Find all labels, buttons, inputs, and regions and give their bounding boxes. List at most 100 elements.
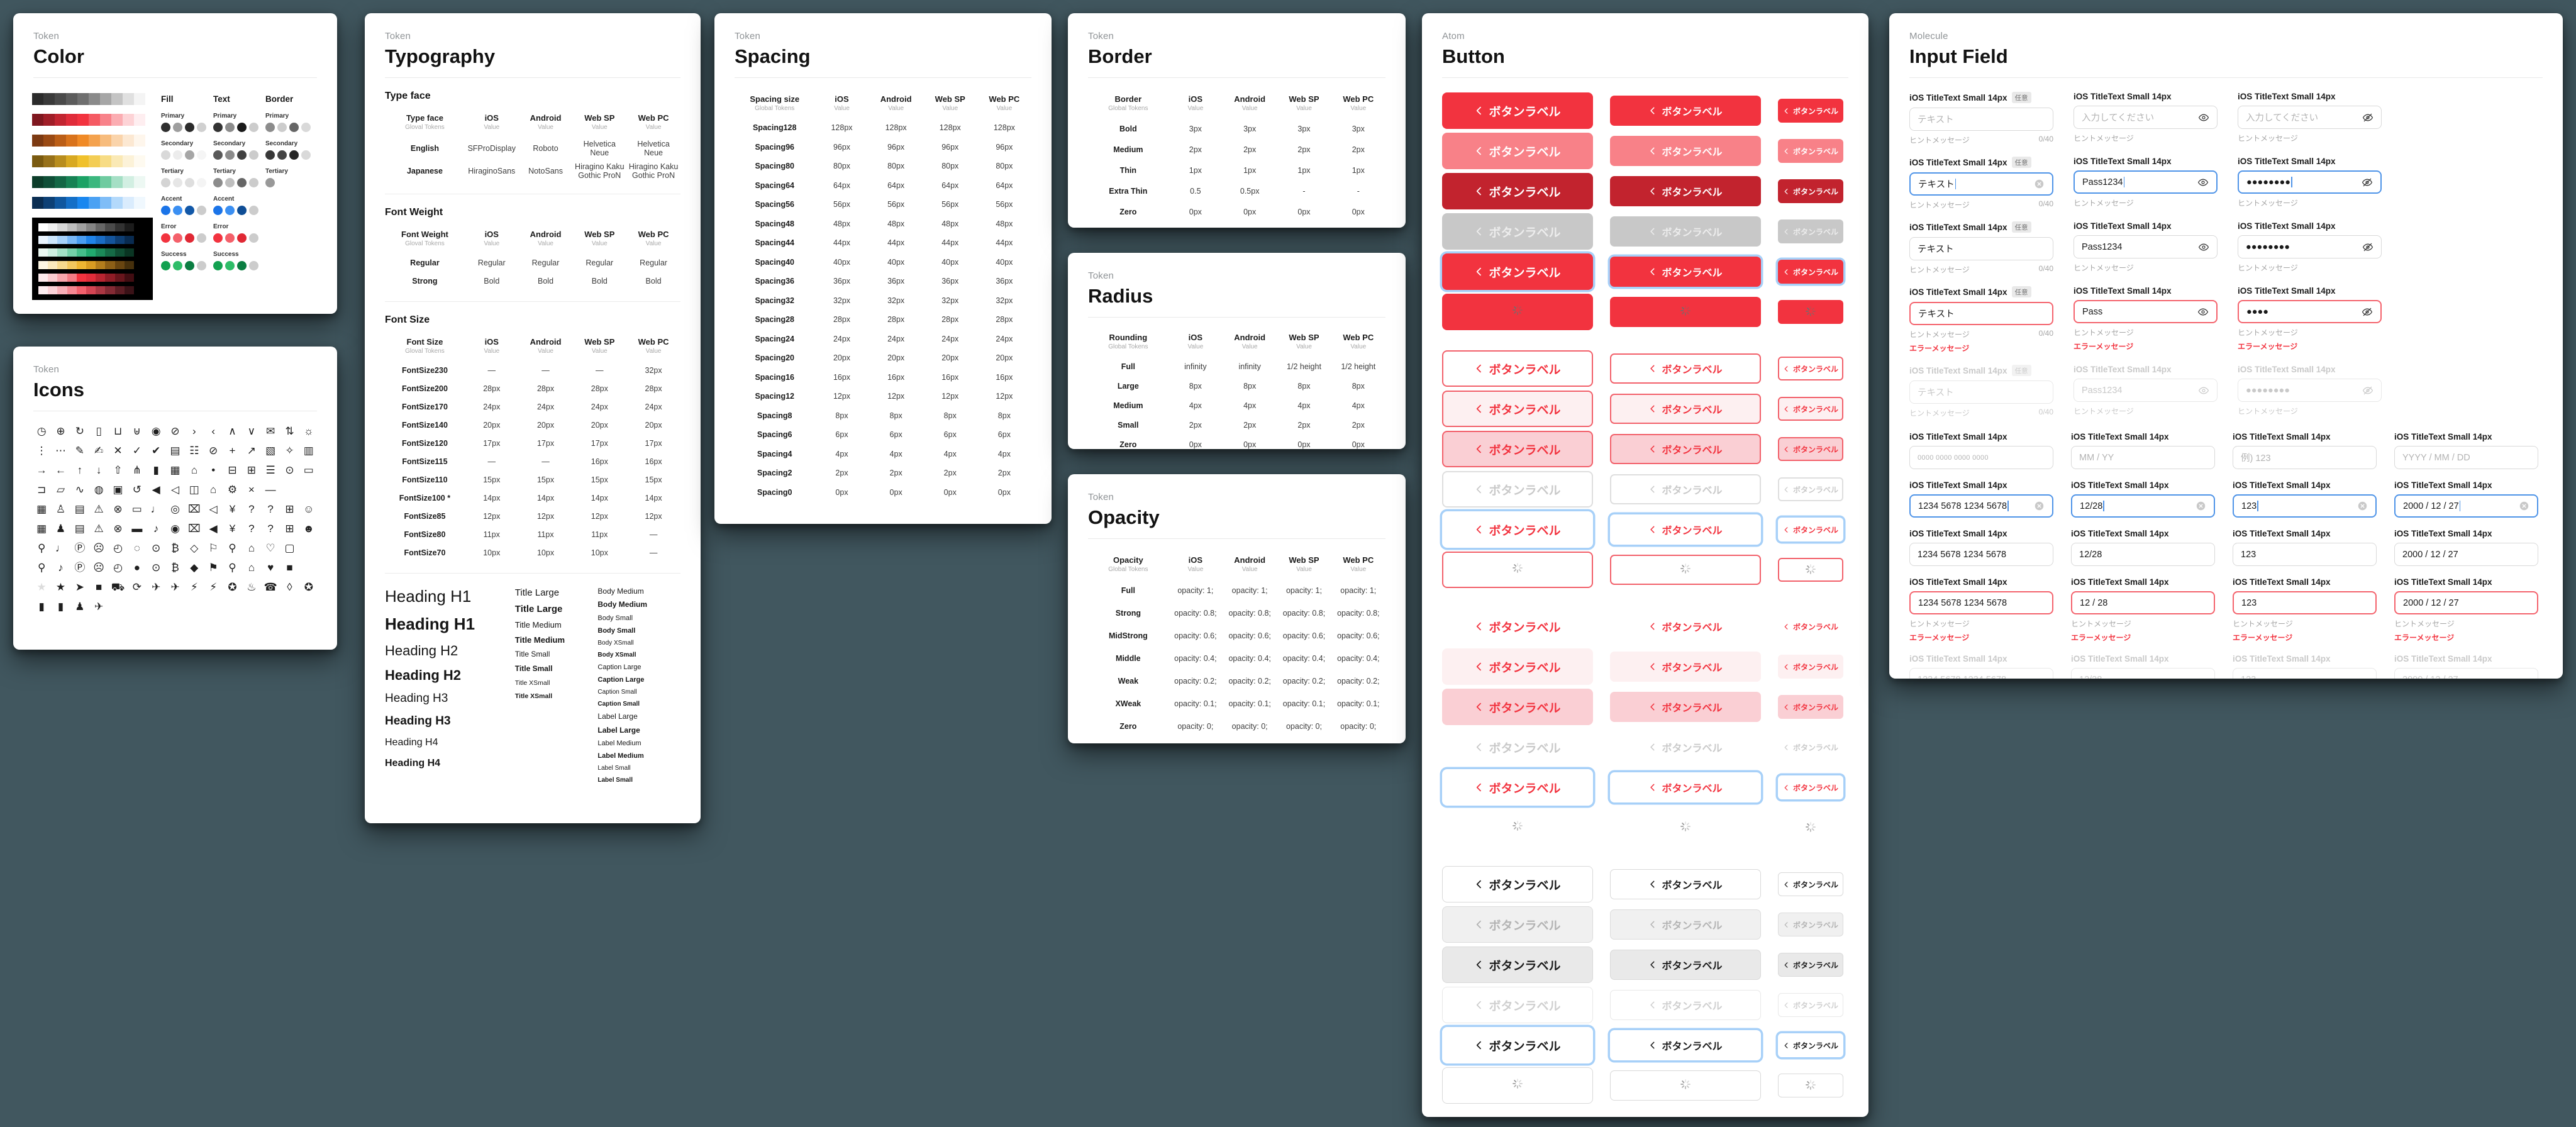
button-outline-disabled-large[interactable]: ボタンラベル <box>1442 471 1593 508</box>
eye-off-icon[interactable] <box>2362 242 2373 253</box>
button-primary-default-small[interactable]: ボタンラベル <box>1778 99 1843 123</box>
button-neutral-hover-small[interactable]: ボタンラベル <box>1778 913 1843 937</box>
button-primary-disabled-medium[interactable]: ボタンラベル <box>1610 216 1761 247</box>
button-ghost-disabled-medium[interactable]: ボタンラベル <box>1610 732 1761 762</box>
button-primary-disabled-large[interactable]: ボタンラベル <box>1442 213 1593 250</box>
input-field-password-hidden-disabled[interactable]: ●●●●●●●● <box>2238 379 2382 402</box>
input-field-password-hidden-default[interactable]: 入力してください <box>2238 106 2382 130</box>
input-field-date-error[interactable]: 2000 / 12 / 27 <box>2394 591 2538 615</box>
button-primary-focus-small[interactable]: ボタンラベル <box>1778 260 1843 284</box>
eye-off-icon[interactable] <box>2362 177 2373 188</box>
button-primary-loading-small[interactable] <box>1778 300 1843 325</box>
button-primary-loading-medium[interactable] <box>1610 297 1761 328</box>
input-field-date-disabled[interactable]: 2000 / 12 / 27 <box>2394 668 2538 679</box>
button-ghost-focus-medium[interactable]: ボタンラベル <box>1610 772 1761 803</box>
button-primary-pressed-small[interactable]: ボタンラベル <box>1778 179 1843 204</box>
button-ghost-focus-small[interactable]: ボタンラベル <box>1778 775 1843 800</box>
input-field-expiry-error[interactable]: 12 / 28 <box>2071 591 2215 615</box>
input-field-text-default[interactable]: テキスト <box>1909 108 2053 131</box>
button-outline-focus-small[interactable]: ボタンラベル <box>1778 518 1843 542</box>
button-neutral-hover-medium[interactable]: ボタンラベル <box>1610 909 1761 940</box>
button-ghost-pressed-small[interactable]: ボタンラベル <box>1778 695 1843 719</box>
button-ghost-default-small[interactable]: ボタンラベル <box>1778 614 1843 638</box>
input-field-cvc-filled[interactable]: 123 <box>2233 543 2377 567</box>
button-primary-hover-medium[interactable]: ボタンラベル <box>1610 136 1761 167</box>
input-field-text-error[interactable]: テキスト <box>1909 302 2053 326</box>
button-outline-hover-small[interactable]: ボタンラベル <box>1778 397 1843 421</box>
input-field-password-visible-focus[interactable]: Pass1234 <box>2074 170 2218 194</box>
eye-icon[interactable] <box>2197 177 2209 188</box>
eye-icon[interactable] <box>2198 242 2209 253</box>
input-field-expiry-disabled[interactable]: 12/28 <box>2071 668 2215 679</box>
button-outline-pressed-large[interactable]: ボタンラベル <box>1442 431 1593 468</box>
input-field-text-disabled[interactable]: テキスト <box>1909 380 2053 404</box>
button-primary-pressed-large[interactable]: ボタンラベル <box>1442 173 1593 210</box>
button-neutral-hover-large[interactable]: ボタンラベル <box>1442 906 1593 943</box>
clear-icon[interactable] <box>2519 501 2529 511</box>
input-field-card-number-filled[interactable]: 1234 5678 1234 5678 <box>1909 543 2053 567</box>
input-field-cvc-default[interactable]: 例) 123 <box>2233 446 2377 470</box>
eye-icon[interactable] <box>2198 385 2209 396</box>
button-outline-loading-large[interactable] <box>1442 552 1593 589</box>
input-field-cvc-disabled[interactable]: 123 <box>2233 668 2377 679</box>
input-field-password-hidden-error[interactable]: ●●●● <box>2238 300 2382 324</box>
clear-icon[interactable] <box>2196 501 2206 511</box>
button-neutral-loading-medium[interactable] <box>1610 1070 1761 1101</box>
button-neutral-pressed-large[interactable]: ボタンラベル <box>1442 947 1593 984</box>
clear-icon[interactable] <box>2357 501 2368 511</box>
button-ghost-focus-large[interactable]: ボタンラベル <box>1442 769 1593 806</box>
eye-icon[interactable] <box>2198 112 2209 123</box>
input-field-cvc-focus[interactable]: 123 <box>2233 494 2377 518</box>
button-neutral-focus-small[interactable]: ボタンラベル <box>1778 1033 1843 1058</box>
input-field-password-hidden-focus[interactable]: ●●●●●●●● <box>2238 170 2382 194</box>
button-ghost-hover-large[interactable]: ボタンラベル <box>1442 648 1593 686</box>
eye-off-icon[interactable] <box>2362 385 2373 396</box>
button-ghost-pressed-large[interactable]: ボタンラベル <box>1442 689 1593 726</box>
button-primary-focus-large[interactable]: ボタンラベル <box>1442 253 1593 291</box>
button-primary-hover-small[interactable]: ボタンラベル <box>1778 139 1843 164</box>
button-neutral-disabled-medium[interactable]: ボタンラベル <box>1610 990 1761 1021</box>
button-ghost-disabled-large[interactable]: ボタンラベル <box>1442 729 1593 765</box>
input-field-cvc-error[interactable]: 123 <box>2233 591 2377 615</box>
input-field-date-focus[interactable]: 2000 / 12 / 27 <box>2394 494 2538 518</box>
button-outline-pressed-medium[interactable]: ボタンラベル <box>1610 434 1761 465</box>
button-ghost-default-medium[interactable]: ボタンラベル <box>1610 611 1761 641</box>
input-field-date-default[interactable]: YYYY / MM / DD <box>2394 446 2538 470</box>
eye-icon[interactable] <box>2197 306 2209 318</box>
input-field-expiry-focus[interactable]: 12/28 <box>2071 494 2215 518</box>
button-ghost-hover-small[interactable]: ボタンラベル <box>1778 655 1843 679</box>
button-ghost-loading-medium[interactable] <box>1610 813 1761 843</box>
button-outline-default-small[interactable]: ボタンラベル <box>1778 357 1843 381</box>
input-field-card-number-default[interactable]: 0000 0000 0000 0000 <box>1909 446 2053 470</box>
button-outline-focus-medium[interactable]: ボタンラベル <box>1610 514 1761 545</box>
button-neutral-default-medium[interactable]: ボタンラベル <box>1610 869 1761 900</box>
input-field-expiry-filled[interactable]: 12/28 <box>2071 543 2215 567</box>
button-outline-default-large[interactable]: ボタンラベル <box>1442 350 1593 387</box>
input-field-password-visible-error[interactable]: Pass <box>2074 300 2218 324</box>
button-outline-focus-large[interactable]: ボタンラベル <box>1442 511 1593 548</box>
clear-icon[interactable] <box>2034 501 2045 511</box>
button-ghost-loading-small[interactable] <box>1778 816 1843 840</box>
clear-icon[interactable] <box>2034 179 2045 189</box>
input-field-text-filled[interactable]: テキスト <box>1909 237 2053 261</box>
button-primary-focus-medium[interactable]: ボタンラベル <box>1610 257 1761 287</box>
button-primary-disabled-small[interactable]: ボタンラベル <box>1778 219 1843 244</box>
button-outline-pressed-small[interactable]: ボタンラベル <box>1778 437 1843 462</box>
eye-off-icon[interactable] <box>2362 306 2373 318</box>
eye-off-icon[interactable] <box>2362 112 2373 123</box>
button-primary-pressed-medium[interactable]: ボタンラベル <box>1610 176 1761 207</box>
button-ghost-hover-medium[interactable]: ボタンラベル <box>1610 652 1761 682</box>
button-neutral-disabled-small[interactable]: ボタンラベル <box>1778 993 1843 1018</box>
button-primary-loading-large[interactable] <box>1442 294 1593 331</box>
input-field-text-focus[interactable]: テキスト <box>1909 172 2053 196</box>
button-neutral-default-large[interactable]: ボタンラベル <box>1442 866 1593 903</box>
button-outline-disabled-small[interactable]: ボタンラベル <box>1778 477 1843 502</box>
button-neutral-focus-medium[interactable]: ボタンラベル <box>1610 1030 1761 1061</box>
button-ghost-loading-large[interactable] <box>1442 809 1593 846</box>
input-field-password-visible-disabled[interactable]: Pass1234 <box>2074 379 2218 402</box>
button-neutral-disabled-large[interactable]: ボタンラベル <box>1442 987 1593 1024</box>
button-outline-hover-large[interactable]: ボタンラベル <box>1442 391 1593 428</box>
input-field-password-visible-default[interactable]: 入力してください <box>2074 106 2218 130</box>
button-neutral-pressed-medium[interactable]: ボタンラベル <box>1610 950 1761 980</box>
button-primary-default-large[interactable]: ボタンラベル <box>1442 92 1593 130</box>
